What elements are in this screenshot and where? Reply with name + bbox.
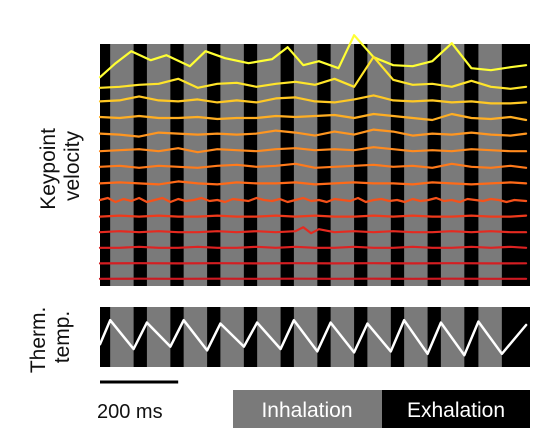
keypoint-velocity-panel: Keypoint velocity [37, 34, 530, 286]
phase-legend: Inhalation Exhalation [233, 390, 530, 428]
keypoint-velocity-ylabel: Keypoint velocity [37, 122, 84, 210]
inhalation-band [110, 307, 134, 367]
inhalation-band [478, 44, 502, 286]
time-scale-bar: 200 ms [97, 380, 179, 423]
legend-inhalation-label: Inhalation [261, 399, 352, 422]
velocity-trace-12 [98, 245, 528, 249]
inhalation-band [257, 44, 281, 286]
inhalation-band [404, 44, 428, 286]
thermistor-ylabel-line-2: temp. [51, 311, 74, 364]
velocity-trace-4 [98, 112, 528, 122]
scale-bar-label: 200 ms [97, 401, 163, 423]
legend-exhalation-label: Exhalation [407, 399, 505, 422]
inhalation-band [183, 44, 208, 286]
velocity-trace-1 [98, 34, 528, 79]
velocity-trace-7 [98, 162, 528, 169]
thermistor-temperature-panel: Therm. temp. [27, 301, 530, 373]
inhalation-bands-top [110, 44, 502, 286]
velocity-trace-8 [98, 180, 528, 186]
legend-exhalation-swatch [382, 390, 530, 428]
velocity-trace-3 [98, 94, 528, 105]
thermistor-temperature-ylabel: Therm. temp. [27, 301, 74, 373]
legend-inhalation-swatch [233, 390, 382, 428]
velocity-trace-10 [98, 214, 528, 218]
velocity-traces [98, 34, 528, 280]
inhalation-band [146, 307, 171, 367]
thermistor-temperature-trace [98, 318, 528, 357]
inhalation-band [330, 44, 355, 286]
keypoint-velocity-ylabel-line-1: Keypoint [37, 128, 60, 210]
velocity-trace-9 [98, 196, 528, 204]
velocity-trace-6 [98, 146, 528, 154]
inhalation-band [220, 307, 244, 367]
velocity-trace-5 [98, 128, 528, 138]
velocity-trace-2 [98, 55, 528, 90]
thermistor-ylabel-line-1: Therm. [27, 307, 50, 374]
keypoint-velocity-ylabel-line-2: velocity [61, 130, 84, 201]
velocity-trace-11 [98, 226, 528, 235]
